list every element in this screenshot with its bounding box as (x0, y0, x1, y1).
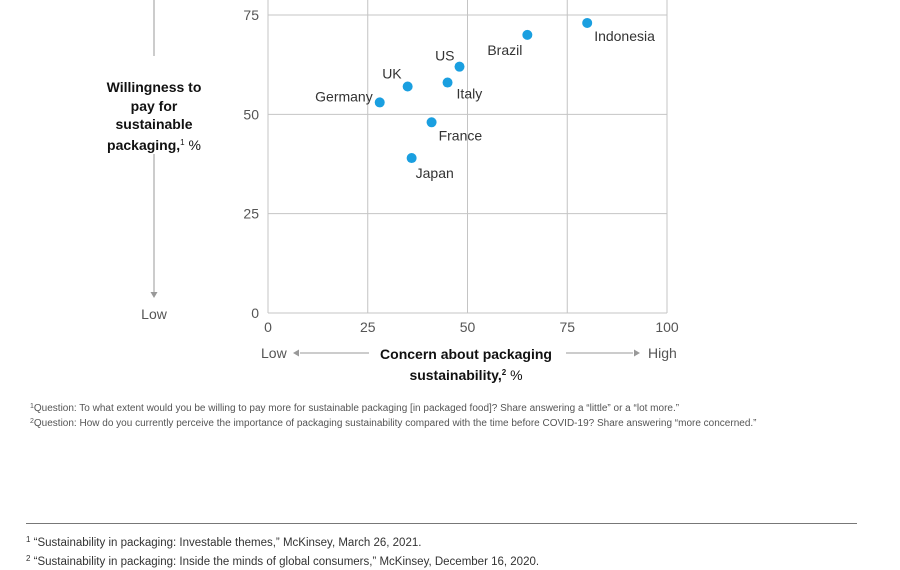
y-tick-label: 75 (243, 7, 259, 23)
data-point (582, 17, 593, 28)
data-point (406, 153, 417, 164)
y-tick-label: 50 (243, 106, 259, 122)
data-point (454, 61, 465, 72)
y-axis-label-text: Willingness to pay for sustainable packa… (106, 79, 202, 153)
reference-text: “Sustainability in packaging: Investable… (33, 537, 422, 549)
chart-note-text: Question: To what extent would you be wi… (33, 403, 680, 414)
chart-note: 1Question: To what extent would you be w… (30, 401, 820, 416)
y-axis-label-footnote: 1 (180, 137, 185, 147)
arrow-left-icon (293, 349, 299, 357)
data-point-label: Italy (457, 86, 483, 102)
scatter-chart: 0 25 50 75 0 25 50 75 100 Germany UK US Italy Franc… (141, 0, 679, 361)
data-point-label: UK (382, 66, 402, 82)
data-point (522, 29, 533, 40)
y-tick-label: 25 (243, 206, 259, 222)
chart-note: 2Question: How do you currently perceive… (30, 416, 820, 431)
reference-mark: 1 (26, 535, 31, 544)
y-low-label: Low (141, 306, 168, 322)
reference-item: 1 “Sustainability in packaging: Investab… (26, 532, 539, 551)
x-high-label: High (648, 345, 677, 361)
y-axis-label-unit: % (188, 136, 201, 153)
x-tick-label: 25 (360, 319, 376, 335)
chart-note-text: Question: How do you currently perceive … (33, 417, 757, 429)
x-axis-label-footnote: 2 (501, 367, 507, 377)
y-tick-label: 0 (251, 305, 259, 321)
data-point (426, 117, 437, 128)
data-point-label: France (439, 127, 483, 143)
reference-text: “Sustainability in packaging: Inside the… (33, 556, 540, 568)
arrow-right-icon (634, 349, 640, 357)
y-axis-label: Willingness to pay for sustainable packa… (94, 78, 214, 154)
chart-note-mark: 2 (30, 417, 34, 425)
x-axis-label-unit: % (510, 366, 523, 383)
reference-mark: 2 (26, 554, 31, 563)
data-point (402, 81, 413, 92)
data-point-label: Germany (315, 88, 373, 104)
x-tick-label: 0 (264, 319, 272, 335)
x-axis-label: Concern about packaging sustainability,2… (346, 345, 586, 384)
data-point-label: Japan (416, 165, 454, 181)
x-low-label: Low (261, 345, 288, 361)
data-point-label: Indonesia (594, 28, 655, 44)
arrow-down-icon (150, 292, 158, 298)
chart-note-mark: 1 (30, 403, 34, 410)
data-point (442, 77, 453, 88)
x-axis-label-text: Concern about packaging sustainability, (380, 346, 552, 383)
references: 1 “Sustainability in packaging: Investab… (26, 532, 539, 570)
data-point-label: US (435, 48, 454, 64)
data-point-label: Brazil (487, 42, 522, 58)
data-point (374, 97, 385, 108)
chart-notes: 1Question: To what extent would you be w… (30, 401, 820, 430)
references-divider (26, 523, 857, 524)
x-tick-label: 100 (655, 319, 679, 335)
x-tick-label: 75 (559, 319, 575, 335)
x-tick-label: 50 (460, 319, 476, 335)
reference-item: 2 “Sustainability in packaging: Inside t… (26, 551, 539, 570)
